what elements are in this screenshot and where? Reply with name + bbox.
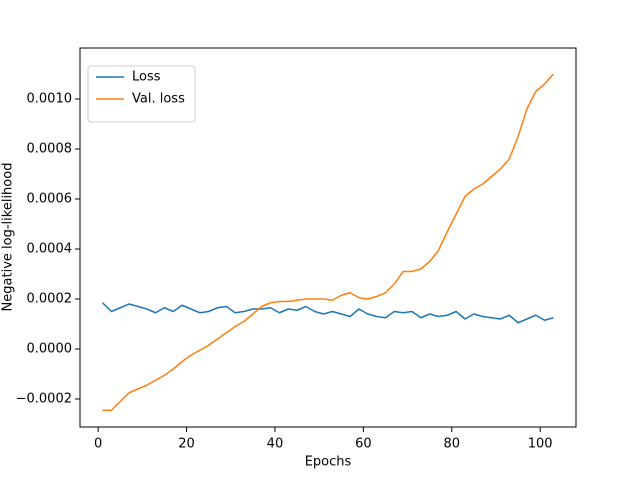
plot-frame (79, 47, 577, 428)
y-tick-label: 0.0008 (27, 142, 73, 157)
legend-label: Loss (132, 70, 161, 85)
x-tick-label: 40 (267, 437, 284, 452)
series-line (102, 302, 554, 324)
y-tick-label: 0.0002 (27, 292, 73, 307)
legend-box (87, 65, 196, 123)
y-tick-label: 0.0000 (27, 342, 73, 357)
y-tick-label: 0.0010 (27, 92, 73, 107)
y-axis-label: Negative log-likelihood (1, 163, 16, 312)
y-tick-label: −0.0002 (16, 392, 72, 407)
y-tick-label: 0.0004 (27, 242, 73, 257)
x-tick-label: 20 (178, 437, 195, 452)
x-tick-label: 80 (444, 437, 461, 452)
x-tick-label: 100 (528, 437, 553, 452)
x-tick-label: 60 (355, 437, 372, 452)
x-axis-label: Epochs (305, 455, 352, 470)
y-tick-label: 0.0006 (27, 192, 73, 207)
series-line (102, 73, 555, 411)
x-tick-label: 0 (94, 437, 102, 452)
legend-label: Val. loss (132, 92, 185, 107)
